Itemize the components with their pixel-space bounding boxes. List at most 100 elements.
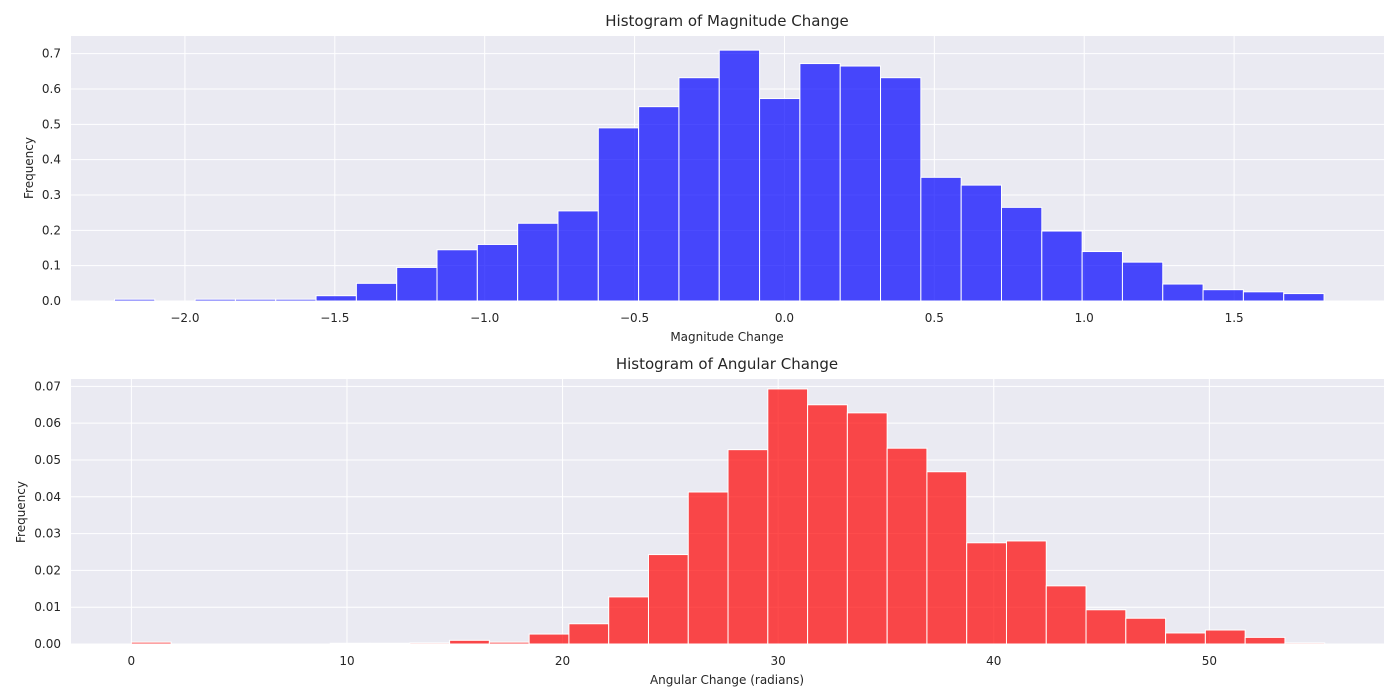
histogram-bar	[1125, 617, 1167, 645]
histogram-bar	[1121, 261, 1164, 302]
histogram-bar	[488, 641, 530, 645]
histogram-bar	[966, 542, 1007, 645]
y-tick-labels: 0.00 0.01 0.02 0.03 0.04 0.05 0.06 0.07	[34, 379, 61, 651]
y-tick-label: 0.4	[42, 153, 61, 167]
histogram-bar	[315, 295, 357, 302]
histogram-bar	[1081, 251, 1123, 302]
histogram-bar	[1244, 636, 1286, 645]
x-tick-label: 1.0	[1075, 311, 1094, 325]
histogram-bar	[799, 63, 841, 302]
histogram-bar	[759, 98, 801, 302]
histogram-bar	[234, 298, 277, 302]
x-tick-label: −0.5	[620, 311, 649, 325]
histogram-bar	[1000, 206, 1043, 302]
histogram-bar	[839, 65, 882, 302]
x-tick-label: −1.0	[470, 311, 499, 325]
histogram-bar	[1242, 291, 1285, 302]
histogram-bar	[926, 471, 968, 645]
histogram-bar	[687, 491, 729, 645]
histogram-bar	[113, 298, 156, 302]
x-tick-label: 20	[555, 654, 570, 668]
histogram-bar	[886, 447, 928, 645]
histogram-bar	[449, 639, 490, 645]
y-tick-label: 0.1	[42, 259, 61, 273]
y-tick-label: 0.07	[34, 379, 61, 393]
histogram-bar	[638, 106, 680, 302]
histogram-bar	[476, 243, 519, 302]
histogram-bar	[1085, 609, 1127, 645]
histogram-bar	[767, 388, 809, 645]
y-tick-label: 0.2	[42, 223, 61, 237]
histogram-bar	[194, 298, 236, 302]
histogram-bar	[396, 266, 438, 302]
histogram-bar	[1283, 293, 1325, 302]
y-tick-label: 0.00	[34, 637, 61, 651]
histogram-bar	[436, 249, 478, 302]
y-tick-label: 0.04	[34, 490, 61, 504]
histogram-bar	[880, 77, 922, 302]
histogram-bar	[678, 77, 720, 302]
histogram-bar	[727, 449, 769, 645]
histogram-bar	[920, 176, 962, 302]
y-tick-label: 0.0	[42, 294, 61, 308]
histogram-bar	[329, 642, 371, 645]
histogram-bar	[807, 404, 848, 645]
histogram-bar	[1202, 289, 1244, 302]
x-axis-label: Magnitude Change	[670, 330, 783, 344]
y-axis-label: Frequency	[22, 137, 36, 199]
histogram-bar	[608, 596, 649, 645]
histogram-bar	[1005, 540, 1047, 645]
histogram-bar	[718, 49, 761, 302]
y-tick-label: 0.01	[34, 600, 61, 614]
x-tick-label: 50	[1202, 654, 1217, 668]
x-axis-label: Angular Change (radians)	[650, 673, 804, 687]
y-tick-label: 0.02	[34, 563, 61, 577]
angular-histogram-panel: Histogram of Angular Change 0 10 20 30 40 50 …	[14, 355, 1384, 687]
grid	[71, 379, 1384, 645]
histogram-bar	[1162, 283, 1204, 302]
x-tick-label: −2.0	[170, 311, 199, 325]
x-tick-label: −1.5	[320, 311, 349, 325]
bars	[113, 49, 1325, 302]
x-tick-label: 0.5	[925, 311, 944, 325]
histogram-bar	[517, 222, 559, 302]
y-tick-labels: 0.0 0.1 0.2 0.3 0.4 0.5 0.6 0.7	[42, 47, 61, 308]
histogram-bar	[1284, 642, 1326, 645]
histogram-bar	[1045, 585, 1087, 645]
x-tick-labels: −2.0 −1.5 −1.0 −0.5 0.0 0.5 1.0 1.5	[170, 311, 1243, 325]
histogram-bar	[409, 642, 451, 645]
histogram-bar	[1165, 632, 1206, 645]
histogram-bar	[1204, 629, 1246, 645]
chart-title: Histogram of Magnitude Change	[605, 12, 848, 30]
histogram-bar	[369, 642, 411, 645]
x-tick-label: 0.0	[775, 311, 794, 325]
chart-title: Histogram of Angular Change	[616, 355, 838, 373]
histogram-bar	[275, 298, 317, 302]
histogram-bar	[355, 282, 398, 302]
bars	[130, 388, 1326, 645]
y-tick-label: 0.05	[34, 453, 61, 467]
histogram-bar	[1041, 230, 1083, 302]
histogram-bar	[597, 127, 640, 302]
y-tick-label: 0.03	[34, 527, 61, 541]
x-tick-labels: 0 10 20 30 40 50	[128, 654, 1217, 668]
x-tick-label: 10	[339, 654, 354, 668]
y-tick-label: 0.3	[42, 188, 61, 202]
histogram-bar	[960, 184, 1002, 302]
histogram-bar	[647, 554, 689, 645]
histogram-bar	[846, 412, 888, 645]
y-tick-label: 0.06	[34, 416, 61, 430]
x-tick-label: 30	[771, 654, 786, 668]
x-tick-label: 40	[986, 654, 1001, 668]
histogram-bar	[528, 633, 570, 645]
y-tick-label: 0.5	[42, 117, 61, 131]
x-tick-label: 0	[128, 654, 136, 668]
y-tick-label: 0.7	[42, 47, 61, 61]
y-tick-label: 0.6	[42, 82, 61, 96]
histogram-bar	[557, 210, 599, 302]
magnitude-histogram-panel: Histogram of Magnitude Change −2.0 −1.5 −1…	[22, 12, 1384, 344]
histogram-bar	[568, 623, 610, 645]
x-tick-label: 1.5	[1225, 311, 1244, 325]
y-axis-label: Frequency	[14, 481, 28, 543]
